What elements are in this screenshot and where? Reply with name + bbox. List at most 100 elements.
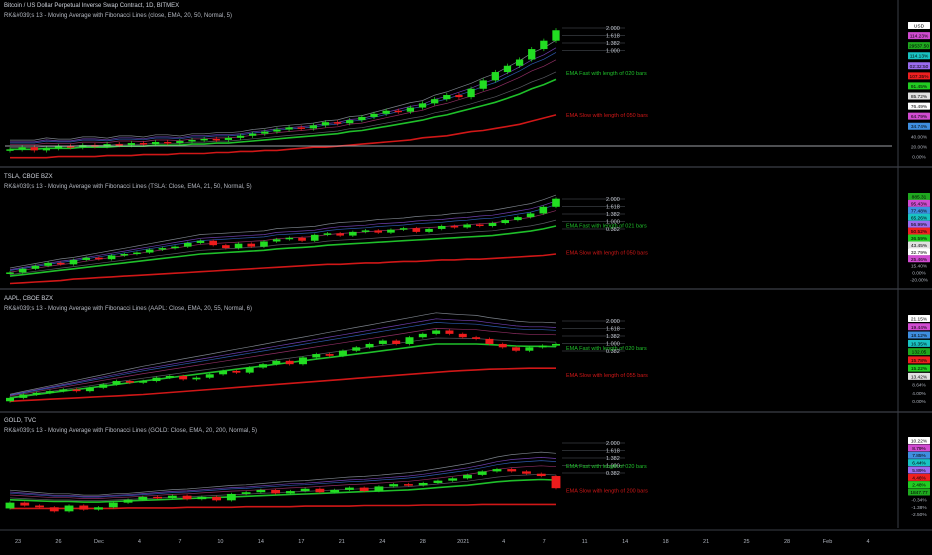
- candle-body: [330, 489, 340, 493]
- candle-body: [458, 333, 467, 338]
- time-axis-label: Dec: [94, 539, 104, 545]
- price-tag-label: 13.42%: [911, 374, 928, 380]
- time-axis-label: 26: [55, 539, 61, 545]
- candle-body: [249, 133, 257, 136]
- candle-body: [552, 343, 560, 346]
- candle-body: [272, 360, 281, 365]
- candle-body: [382, 110, 390, 114]
- price-tag-label: 21.15%: [911, 317, 928, 323]
- candle-body: [312, 354, 321, 358]
- candle-body: [82, 257, 90, 260]
- time-axis-label: 18: [663, 539, 669, 545]
- price-tag-label: 29537.50: [909, 44, 929, 50]
- fib-label: 0.382: [606, 349, 620, 355]
- candle-body: [209, 240, 217, 246]
- ema-slow-line: [9, 253, 557, 285]
- candle-body: [234, 243, 243, 249]
- candle-body: [418, 482, 428, 486]
- candle-body: [418, 103, 427, 108]
- fib-line-2: [10, 40, 557, 141]
- fib-line-0.382: [9, 219, 557, 275]
- price-tag-label: 02:32:50: [910, 64, 929, 70]
- time-axis-label: 4: [138, 539, 141, 545]
- candle-body: [359, 487, 369, 492]
- time-axis-label: 17: [298, 539, 304, 545]
- candle-body: [241, 492, 251, 494]
- price-tag-label: 76.49%: [911, 104, 928, 110]
- candle-body: [336, 233, 344, 236]
- price-tag-label: -1.38%: [911, 505, 927, 511]
- price-tag: [908, 62, 930, 70]
- fib-line-1: [9, 328, 557, 397]
- candle-body: [44, 262, 52, 266]
- candle-body: [507, 469, 517, 472]
- candle-body: [19, 394, 28, 398]
- candle-body: [212, 138, 220, 141]
- price-tag: [908, 92, 930, 100]
- price-tag-label: 107.35%: [910, 74, 930, 80]
- candle-body: [165, 375, 174, 378]
- price-tag: [908, 339, 930, 347]
- candle-body: [125, 381, 134, 383]
- candle-body: [405, 337, 414, 344]
- candle-body: [200, 138, 208, 141]
- price-tag: [908, 437, 930, 444]
- fib-label: 2.000: [606, 319, 620, 325]
- candle-body: [479, 80, 487, 89]
- candle-body: [512, 347, 521, 351]
- price-tag-label: 8.64%: [912, 383, 926, 389]
- candle-body: [503, 65, 512, 73]
- candle-body: [431, 99, 439, 104]
- price-tag-label: 20.00%: [911, 144, 928, 150]
- price-tag: [908, 481, 930, 489]
- fib-line-0.382: [9, 337, 557, 398]
- candle-body: [378, 340, 387, 344]
- candle-body: [69, 259, 78, 265]
- candle-body: [394, 110, 402, 113]
- candle-body: [463, 224, 471, 228]
- time-axis-label: 28: [784, 539, 790, 545]
- price-tag: [908, 234, 930, 242]
- candle-body: [171, 246, 179, 249]
- candle-body: [492, 469, 502, 472]
- price-tag: [908, 466, 930, 474]
- price-tag-label: 0.00%: [912, 154, 926, 160]
- time-axis-label: 21: [703, 539, 709, 545]
- ema-slow-label: EMA Slow with length of 050 bars: [566, 250, 648, 256]
- price-tag-label: -0.34%: [911, 497, 927, 503]
- candle-body: [538, 345, 547, 348]
- candle-body: [103, 144, 111, 147]
- price-tag: [908, 52, 930, 60]
- fib-line-2: [9, 194, 557, 269]
- candle-body: [540, 40, 548, 50]
- candle-body: [418, 333, 427, 338]
- candle-body: [325, 354, 334, 356]
- ema-fast-line: [10, 78, 557, 151]
- price-tag: [908, 193, 930, 200]
- fib-line-2: [9, 451, 557, 496]
- price-tag: [908, 213, 930, 221]
- fib-label: 1.382: [606, 41, 620, 47]
- candle-body: [338, 350, 347, 356]
- candle-body: [455, 95, 463, 98]
- price-tag-label: 43.45%: [911, 243, 928, 249]
- fib-line-1.618: [10, 47, 557, 143]
- price-tag-label: 10.22%: [911, 439, 928, 445]
- price-tag: [908, 199, 930, 207]
- price-tag: [908, 356, 930, 364]
- time-axis-label: 4: [502, 539, 505, 545]
- candle-body: [260, 241, 268, 247]
- time-axis-label: 24: [379, 539, 385, 545]
- candle-body: [6, 397, 14, 402]
- candle-body: [115, 144, 123, 146]
- ema-slow-line: [9, 367, 556, 403]
- candle-body: [310, 234, 319, 241]
- price-tag-label: 36.59%: [911, 236, 928, 242]
- price-tag-label: 19.44%: [911, 325, 928, 331]
- candle-body: [256, 489, 266, 493]
- candle-body: [352, 347, 361, 351]
- price-tag-label: 56.99%: [911, 222, 928, 228]
